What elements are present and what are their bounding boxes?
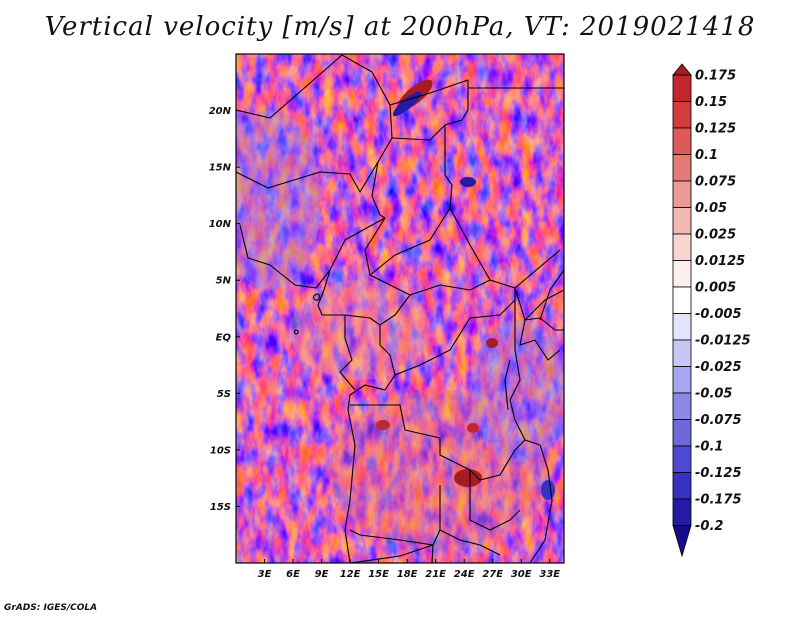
colorbar-label: -0.025 — [695, 360, 742, 375]
colorbar-label: 0.025 — [695, 228, 736, 243]
colorbar-label: -0.2 — [695, 519, 723, 534]
colorbar-segment — [672, 154, 692, 182]
colorbar: 0.175 0.15 0.125 0.1 0.075 0.05 0.025 0.0125 0.0… — [672, 63, 751, 558]
colorbar-label: 0.125 — [695, 122, 736, 137]
colorbar-segment — [672, 366, 692, 394]
lon-tick-label: 18E — [397, 569, 418, 580]
colorbar-label: -0.125 — [695, 466, 742, 481]
colorbar-bottom-arrow — [672, 525, 692, 558]
colorbar-segment — [672, 392, 692, 420]
colorbar-label: 0.0125 — [695, 254, 745, 269]
lon-tick-label: 12E — [340, 569, 361, 580]
latitude-axis: 20N 15N 10N 5N EQ 5S 10S 15S — [209, 106, 240, 513]
lon-tick-label: 27E — [482, 569, 503, 580]
colorbar-segment — [672, 180, 692, 208]
lat-tick-label: 10S — [210, 445, 231, 456]
colorbar-segment — [672, 498, 692, 526]
colorbar-label: -0.075 — [695, 413, 742, 428]
colorbar-segment — [672, 207, 692, 235]
colorbar-segment — [672, 127, 692, 155]
lat-tick-label: 15N — [209, 163, 232, 174]
colorbar-segment — [672, 101, 692, 129]
lon-tick-label: 3E — [258, 569, 272, 580]
colorbar-label: 0.1 — [695, 148, 718, 163]
lat-tick-label: 5N — [216, 276, 232, 287]
longitude-axis: 3E 6E 9E 12E 15E 18E 21E 24E 27E 30E 33E — [258, 559, 560, 580]
lon-tick-label: 9E — [315, 569, 329, 580]
chart-title: Vertical velocity [m/s] at 200hPa, VT: 2… — [44, 12, 756, 42]
colorbar-label: -0.1 — [695, 440, 723, 455]
colorbar-segment — [672, 472, 692, 500]
lon-tick-label: 15E — [368, 569, 389, 580]
colorbar-label: -0.005 — [695, 307, 742, 322]
lat-tick-label: 10N — [209, 219, 232, 230]
colorbar-label: -0.05 — [695, 387, 732, 402]
grads-credit: GrADS: IGES/COLA — [4, 603, 98, 613]
colorbar-segment — [672, 313, 692, 341]
colorbar-segment — [672, 233, 692, 261]
lat-tick-label: 15S — [210, 502, 231, 513]
lon-tick-label: 21E — [425, 569, 446, 580]
colorbar-label: 0.175 — [695, 69, 736, 84]
colorbar-label: -0.0125 — [695, 334, 751, 349]
colorbar-segment — [672, 445, 692, 473]
colorbar-top-arrow — [672, 63, 692, 76]
lon-tick-label: 33E — [539, 569, 560, 580]
lon-tick-label: 6E — [286, 569, 300, 580]
colorbar-label: 0.15 — [695, 95, 727, 110]
colorbar-segment — [672, 260, 692, 288]
colorbar-label: 0.075 — [695, 175, 736, 190]
colorbar-segment — [672, 74, 692, 102]
lat-tick-label: EQ — [216, 332, 232, 343]
colorbar-segment — [672, 286, 692, 314]
lon-tick-label: 24E — [454, 569, 475, 580]
lat-tick-label: 20N — [209, 106, 232, 117]
colorbar-segment — [672, 419, 692, 447]
colorbar-label: 0.005 — [695, 281, 736, 296]
lat-tick-label: 5S — [217, 389, 231, 400]
colorbar-label: -0.175 — [695, 493, 742, 508]
map-frame — [235, 53, 565, 564]
colorbar-label: 0.05 — [695, 201, 727, 216]
lon-tick-label: 30E — [511, 569, 532, 580]
colorbar-segment — [672, 339, 692, 367]
country-borders — [236, 54, 564, 563]
velocity-field — [236, 54, 564, 563]
